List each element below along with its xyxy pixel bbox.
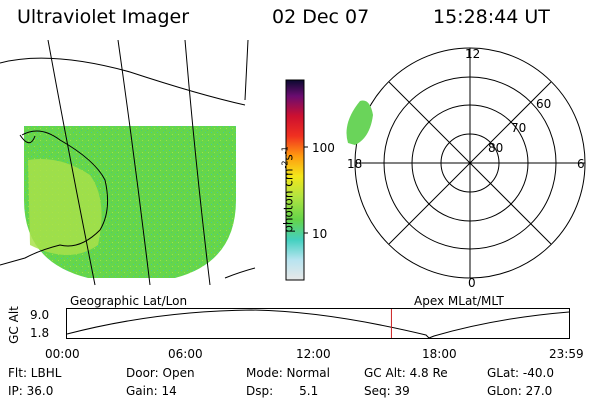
longitude-line bbox=[47, 40, 96, 286]
geo-map-label: Geographic Lat/Lon bbox=[70, 294, 188, 308]
altitude-xtick-0600: 06:00 bbox=[168, 347, 203, 361]
time-label: 15:28:44 UT bbox=[433, 6, 550, 28]
coastline bbox=[0, 130, 109, 266]
mode-info: Mode: Normal bbox=[246, 366, 330, 380]
glat-info: GLat: -40.0 bbox=[487, 366, 554, 380]
altitude-ylabel: GC Alt bbox=[7, 306, 21, 344]
longitude-line bbox=[117, 40, 151, 286]
longitude-line bbox=[184, 40, 211, 286]
altitude-ytick-1-8: 1.8 bbox=[30, 326, 50, 340]
altitude-ytick-9: 9.0 bbox=[30, 308, 50, 322]
mlt-label-12: 12 bbox=[465, 47, 481, 61]
coastline bbox=[0, 40, 249, 106]
altitude-xtick-1800: 18:00 bbox=[422, 347, 457, 361]
colorbar-tick-100: 100 bbox=[312, 141, 335, 155]
polar-plot-label: Apex MLat/MLT bbox=[414, 294, 504, 308]
mlat-label-60: 60 bbox=[536, 97, 552, 111]
geographic-map bbox=[0, 40, 256, 286]
mlt-label-18: 18 bbox=[347, 157, 363, 171]
gain-info: Gain: 14 bbox=[126, 384, 177, 398]
colorbar-unit-label: photon cm-2s-1 bbox=[280, 146, 296, 233]
altitude-curve bbox=[66, 309, 570, 339]
glon-info: GLon: 27.0 bbox=[487, 384, 553, 398]
altitude-plot bbox=[66, 308, 570, 339]
seq-info: Seq: 39 bbox=[364, 384, 410, 398]
mlt-label-6: 6 bbox=[577, 157, 585, 171]
uv-bright-region bbox=[28, 159, 102, 255]
mlt-label-0: 0 bbox=[468, 276, 476, 290]
altitude-xtick-0000: 00:00 bbox=[45, 347, 80, 361]
colorbar-gradient bbox=[285, 79, 305, 281]
altitude-xtick-2359: 23:59 bbox=[549, 347, 584, 361]
colorbar-tick-10: 10 bbox=[312, 227, 328, 241]
coastline bbox=[224, 267, 256, 279]
instrument-title: Ultraviolet Imager bbox=[17, 6, 190, 28]
ip-info: IP: 36.0 bbox=[8, 384, 54, 398]
mlat-label-80: 80 bbox=[488, 141, 504, 155]
date-label: 02 Dec 07 bbox=[272, 6, 370, 28]
dsp-info: Dsp: 5.1 bbox=[246, 384, 319, 398]
coastline bbox=[19, 134, 36, 144]
mlat-label-70: 70 bbox=[511, 121, 527, 135]
filter-info: Flt: LBHL bbox=[8, 366, 62, 380]
door-info: Door: Open bbox=[126, 366, 195, 380]
uv-polar-patch bbox=[346, 100, 373, 145]
colorbar bbox=[285, 79, 308, 281]
polar-plot bbox=[346, 47, 586, 279]
gc-alt-info: GC Alt: 4.8 Re bbox=[364, 366, 448, 380]
altitude-xtick-1200: 12:00 bbox=[296, 347, 331, 361]
